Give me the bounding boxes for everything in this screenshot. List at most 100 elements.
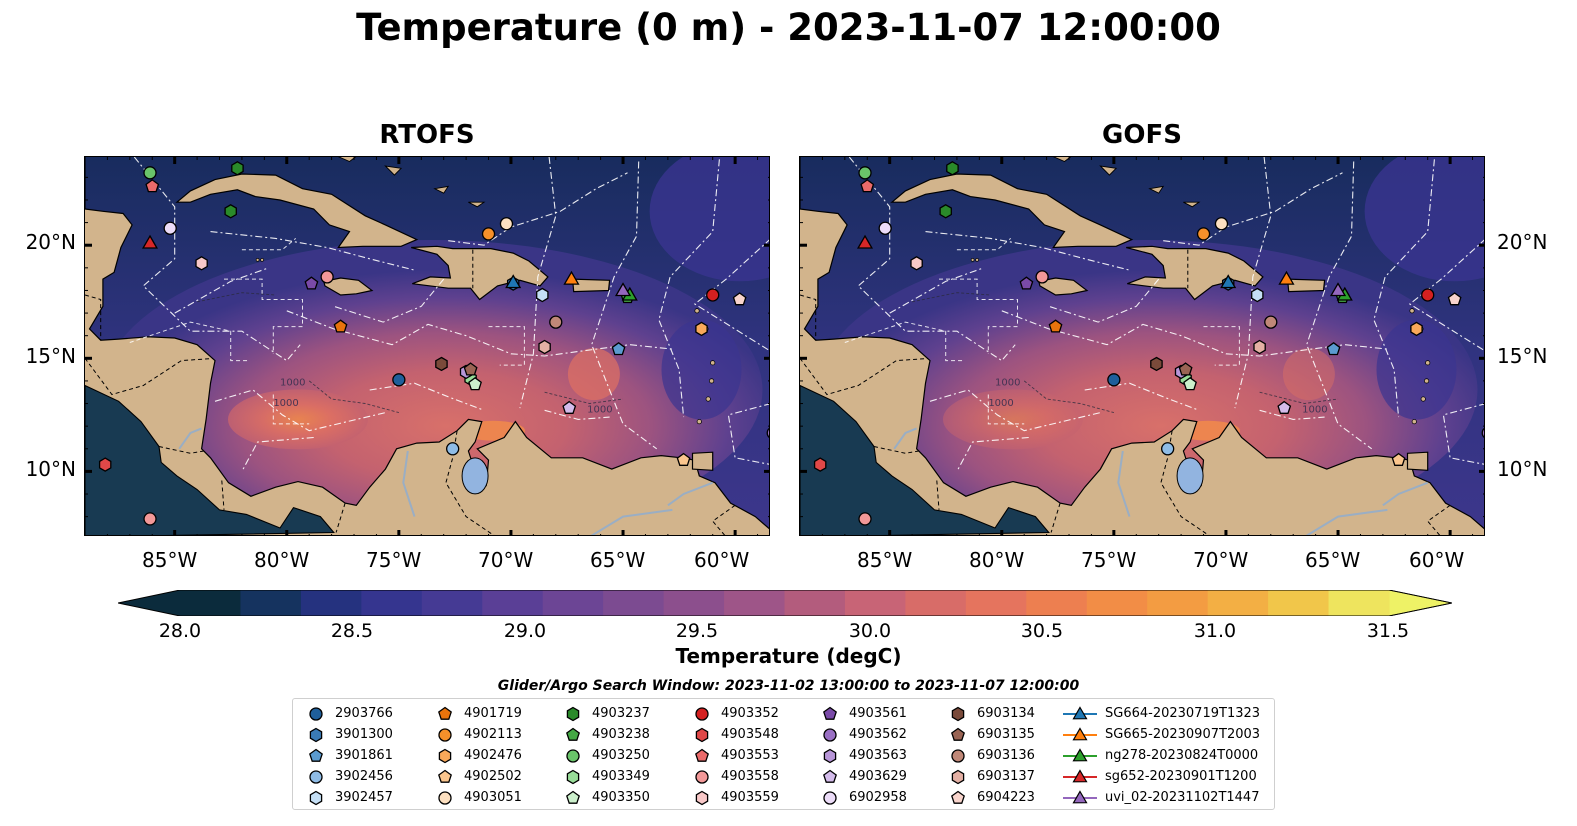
colorbar-extend-high <box>1388 589 1453 617</box>
lon-label-75w: 75°W <box>366 548 422 572</box>
legend-pentagon <box>823 706 837 720</box>
legend-marker <box>309 706 323 721</box>
legend-triangle <box>1072 747 1088 761</box>
figure-title: Temperature (0 m) - 2023-11-07 12:00:00 <box>356 6 1221 49</box>
legend-label: 4903237 <box>592 706 650 721</box>
legend-label: 3901861 <box>335 748 393 763</box>
legend-item: SG665-20230907T2003 <box>1063 724 1260 745</box>
eez-boundary <box>133 157 301 362</box>
contour-label: 1000 <box>280 377 305 388</box>
country-border <box>221 480 225 510</box>
eez-boundary <box>1306 161 1373 450</box>
glider-SG664-20230719T1323 <box>1220 274 1237 289</box>
country-border <box>800 358 928 396</box>
lon-label-85w: 85°W <box>857 548 913 572</box>
legend-label: 2903766 <box>335 706 393 721</box>
eez-boundary <box>939 278 1018 354</box>
legend-item: 4903558 <box>691 766 779 787</box>
legend-circle <box>823 790 837 805</box>
colorbar-segment <box>421 590 483 616</box>
legend-item: 4903548 <box>691 724 779 745</box>
legend-marker <box>566 769 580 784</box>
legend-label: uvi_02-20231102T1447 <box>1105 790 1260 805</box>
sst-warm-core <box>567 348 620 401</box>
country-border <box>800 294 817 341</box>
legend-label: 4901719 <box>464 706 522 721</box>
legend-item: 4903561 <box>819 703 907 724</box>
argo-float-4903553 <box>860 179 875 193</box>
legend-triangle <box>1072 726 1088 740</box>
colorbar-segment <box>1026 590 1088 616</box>
legend-circle <box>309 706 323 721</box>
legend-circle <box>438 727 452 742</box>
argo-float-4903352 <box>1421 288 1435 302</box>
lon-label-65w: 65°W <box>1305 548 1361 572</box>
legend-item: 4903553 <box>691 745 779 766</box>
argo-float-4903561 <box>1019 276 1034 290</box>
legend-marker <box>566 790 580 804</box>
island <box>975 258 979 262</box>
colorbar-segment <box>300 590 362 616</box>
river <box>402 450 416 517</box>
argo-float-6903136 <box>549 315 563 329</box>
map-panel-rtofs[interactable]: 1000 1000 1000 <box>84 156 770 536</box>
legend-item: 4903559 <box>691 787 779 808</box>
legend-item: 3902456 <box>305 766 393 787</box>
sst-warm-core <box>1282 348 1335 401</box>
legend-column: SG664-20230719T1323 SG665-20230907T2003 ng… <box>1063 703 1260 808</box>
land-mass <box>571 278 611 293</box>
lon-label-60w: 60°W <box>694 548 750 572</box>
legend-item: SG664-20230719T1323 <box>1063 703 1260 724</box>
legend-label: 3902457 <box>335 790 393 805</box>
eez-boundary <box>272 394 310 425</box>
legend-marker <box>951 748 965 763</box>
argo-float-4903558 <box>320 270 334 284</box>
river <box>1305 508 1388 535</box>
island <box>1425 360 1431 366</box>
legend-item: 6903135 <box>947 724 1035 745</box>
legend-hexagon <box>566 769 580 784</box>
argo-float-3901861 <box>611 341 626 356</box>
eez-boundary <box>1203 326 1240 366</box>
legend-circle <box>695 769 709 784</box>
colorbar-segment <box>1207 590 1269 616</box>
colorbar-tick: 30.0 <box>848 620 892 642</box>
legend-pentagon <box>695 748 709 762</box>
land-mass <box>691 451 714 471</box>
legend-marker <box>1063 747 1097 761</box>
eez-boundary <box>1373 159 1435 418</box>
argo-float-4903051 <box>499 217 514 231</box>
colorbar-tick: 29.0 <box>503 620 547 642</box>
argo-float-3901861 <box>1326 341 1341 356</box>
legend-hexagon <box>951 706 965 721</box>
lat-label-10n-right: 10°N <box>1497 457 1548 481</box>
legend-label: sg652-20230901T1200 <box>1105 769 1257 784</box>
lake-maracaibo <box>461 457 489 495</box>
lat-label-15n-left: 15°N <box>25 344 76 368</box>
argo-float-4902113 <box>1196 227 1211 241</box>
argo-float-6903135 <box>463 362 478 376</box>
eez-boundary <box>1084 382 1200 411</box>
colorbar-segment <box>482 590 544 616</box>
map-panel-gofs[interactable]: 1000 1000 1000 <box>799 156 1485 536</box>
river <box>893 427 917 450</box>
argo-float-4903629 <box>562 400 577 414</box>
legend-item: 4903629 <box>819 766 907 787</box>
lon-label-70w: 70°W <box>478 548 534 572</box>
legend-marker <box>695 706 709 721</box>
legend-pentagon <box>309 748 323 762</box>
island <box>1411 419 1417 425</box>
country-border <box>1160 430 1210 535</box>
colorbar-segment <box>1086 590 1148 616</box>
argo-float-4903562 <box>1481 427 1484 439</box>
land-mass <box>175 173 419 249</box>
legend-marker <box>438 769 452 783</box>
island <box>705 396 711 402</box>
legend-item: 6902958 <box>819 787 907 808</box>
argo-float-3902456 <box>1161 442 1175 456</box>
legend-label: 4903559 <box>721 790 779 805</box>
island <box>255 258 260 262</box>
legend-label: 4903350 <box>592 790 650 805</box>
argo-float-4903559 <box>910 256 923 271</box>
land-mass <box>1099 165 1118 176</box>
